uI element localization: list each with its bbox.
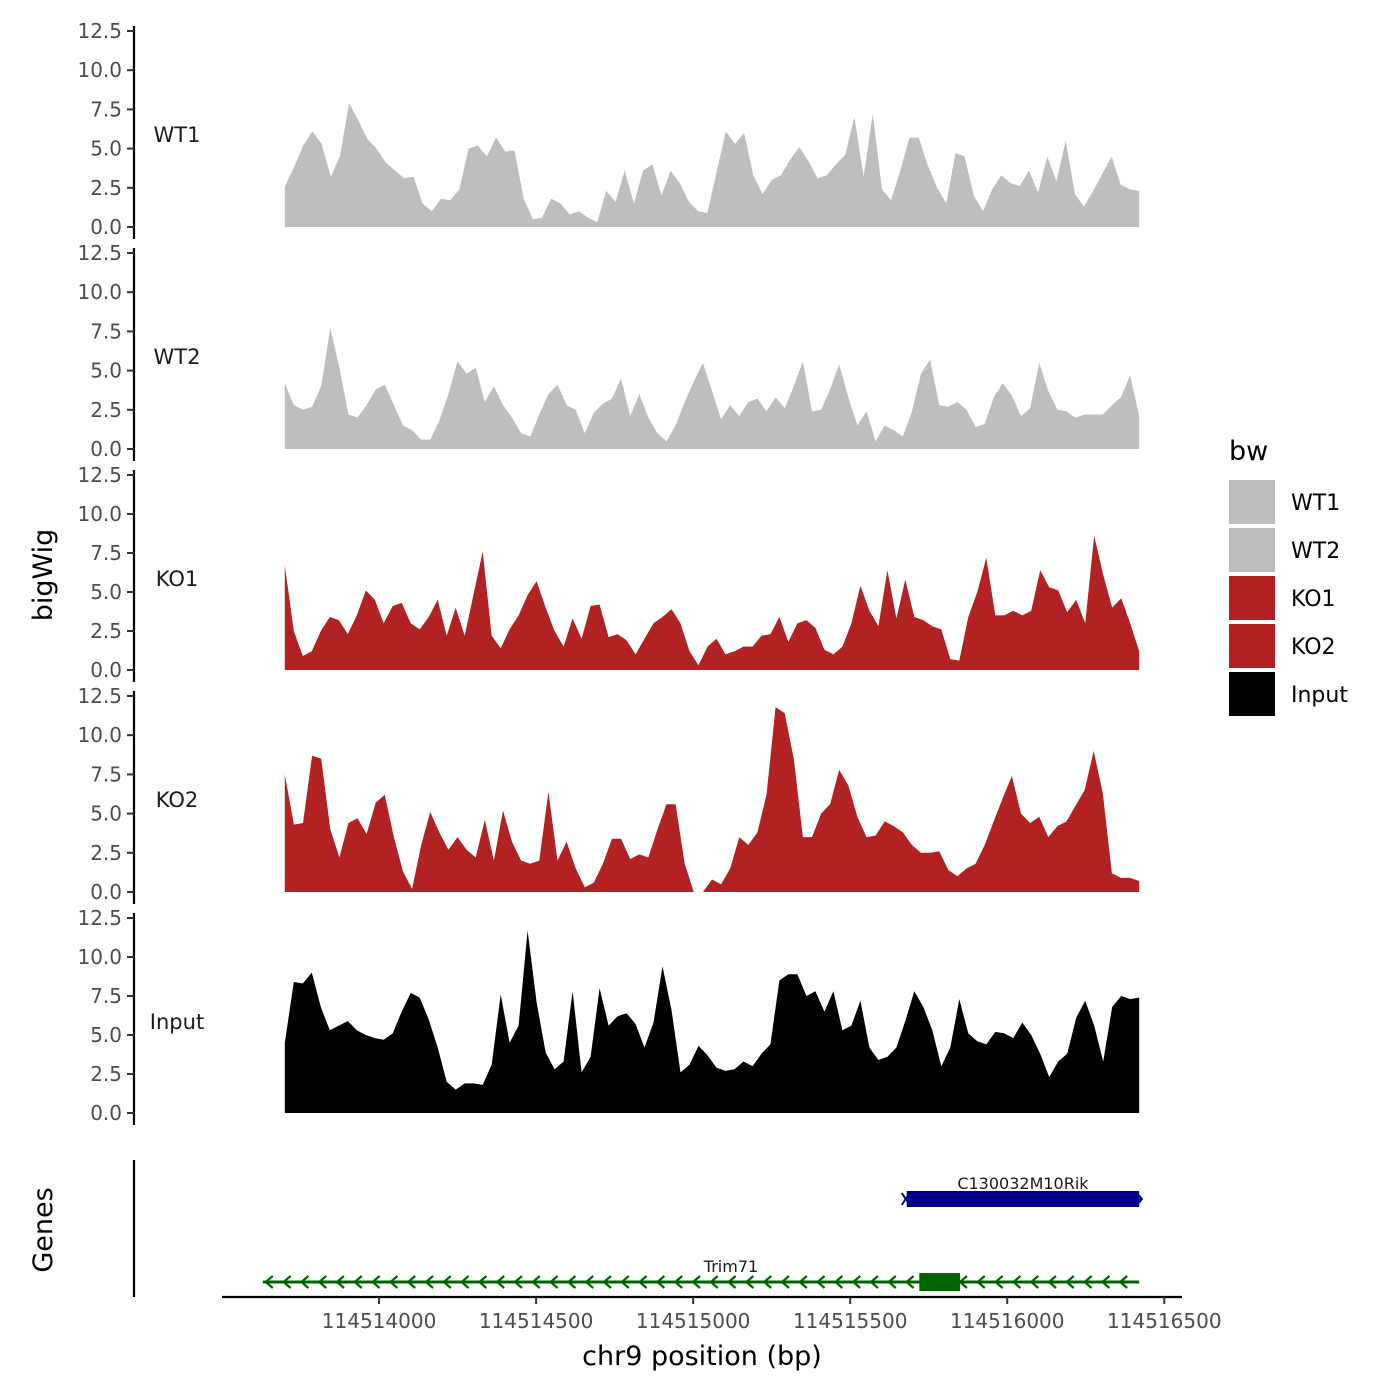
gene-annotation-panel: Genes C130032M10Rik Trim71 xyxy=(28,1160,1144,1297)
legend-key-ko1 xyxy=(1229,576,1275,620)
legend-label-ko1: KO1 xyxy=(1291,587,1336,612)
track-panel-ko1: 0.0 2.5 5.0 7.5 10.0 12.5 KO1 xyxy=(77,463,1140,682)
coverage-area-wt1 xyxy=(284,103,1140,227)
x-tick-label: 114515000 xyxy=(636,1309,751,1333)
track-label-input: Input xyxy=(150,1010,204,1034)
y-tick-label: 10.0 xyxy=(77,723,122,747)
y-tick-label: 5.0 xyxy=(90,1023,122,1047)
coverage-area-ko1 xyxy=(284,535,1140,670)
legend-label-input: Input xyxy=(1291,683,1348,708)
y-tick-label: 12.5 xyxy=(77,241,122,265)
y-tick-label: 7.5 xyxy=(90,541,122,565)
y-tick-label: 10.0 xyxy=(77,945,122,969)
legend-key-wt2 xyxy=(1229,528,1275,572)
legend: bw WT1 WT2 KO1 KO2 Input xyxy=(1229,436,1348,716)
x-tick-label: 114516000 xyxy=(950,1309,1065,1333)
y-tick-label: 2.5 xyxy=(90,1062,122,1086)
y-tick-label: 0.0 xyxy=(90,1101,122,1125)
y-tick-label: 0.0 xyxy=(90,437,122,461)
track-panel-wt2: 0.0 2.5 5.0 7.5 10.0 12.5 WT2 xyxy=(77,241,1140,461)
legend-label-ko2: KO2 xyxy=(1291,635,1336,660)
y-tick-label: 2.5 xyxy=(90,619,122,643)
y-tick-label: 12.5 xyxy=(77,463,122,487)
y-tick-label: 12.5 xyxy=(77,684,122,708)
x-tick-label: 114515500 xyxy=(793,1309,908,1333)
legend-title: bw xyxy=(1229,436,1268,467)
y-axis-title: bigWig xyxy=(28,529,59,622)
gene-c130032m10rik: C130032M10Rik xyxy=(900,1174,1144,1207)
coverage-area-ko2 xyxy=(284,707,1140,892)
y-tick-label: 2.5 xyxy=(90,176,122,200)
x-tick-label: 114514500 xyxy=(479,1309,594,1333)
track-label-ko2: KO2 xyxy=(156,788,199,812)
bigwig-track-panels: 0.0 2.5 5.0 7.5 10.0 12.5 WT1 0.0 2.5 5.0 7.5 10.0 1… xyxy=(77,19,1140,1125)
track-panel-input: 0.0 2.5 5.0 7.5 10.0 12.5 Input xyxy=(77,906,1140,1125)
x-tick-label: 114516500 xyxy=(1107,1309,1222,1333)
coverage-area-input xyxy=(284,930,1140,1113)
x-tick-label: 114514000 xyxy=(322,1309,437,1333)
y-tick-label: 10.0 xyxy=(77,502,122,526)
strand-marker xyxy=(900,1192,911,1206)
y-tick-label: 10.0 xyxy=(77,280,122,304)
legend-label-wt1: WT1 xyxy=(1291,491,1340,516)
y-tick-label: 7.5 xyxy=(90,319,122,343)
track-panel-wt1: 0.0 2.5 5.0 7.5 10.0 12.5 WT1 xyxy=(77,19,1140,239)
y-tick-label: 5.0 xyxy=(90,580,122,604)
y-axis-title-group: bigWig xyxy=(28,529,59,622)
track-label-ko1: KO1 xyxy=(156,567,199,591)
legend-key-ko2 xyxy=(1229,624,1275,668)
gene-exon xyxy=(919,1273,961,1291)
track-label-wt1: WT1 xyxy=(154,123,201,147)
gene-trim71: Trim71 xyxy=(262,1257,1140,1291)
y-tick-label: 10.0 xyxy=(77,58,122,82)
y-tick-label: 12.5 xyxy=(77,19,122,43)
x-axis-title: chr9 position (bp) xyxy=(582,1341,822,1372)
y-tick-label: 0.0 xyxy=(90,880,122,904)
strand-marker xyxy=(1139,1194,1144,1204)
legend-key-wt1 xyxy=(1229,480,1275,524)
y-tick-label: 12.5 xyxy=(77,906,122,930)
coverage-area-wt2 xyxy=(284,328,1140,449)
track-label-wt2: WT2 xyxy=(154,345,201,369)
gene-label: Trim71 xyxy=(703,1257,758,1276)
y-tick-label: 7.5 xyxy=(90,762,122,786)
y-tick-label: 5.0 xyxy=(90,802,122,826)
legend-key-input xyxy=(1229,672,1275,716)
y-tick-label: 5.0 xyxy=(90,137,122,161)
y-tick-label: 2.5 xyxy=(90,841,122,865)
track-panel-ko2: 0.0 2.5 5.0 7.5 10.0 12.5 KO2 xyxy=(77,684,1140,904)
gene-body xyxy=(906,1191,1140,1207)
y-tick-label: 7.5 xyxy=(90,97,122,121)
y-tick-label: 0.0 xyxy=(90,658,122,682)
gene-label: C130032M10Rik xyxy=(957,1174,1089,1193)
y-tick-label: 2.5 xyxy=(90,398,122,422)
y-tick-label: 5.0 xyxy=(90,359,122,383)
legend-label-wt2: WT2 xyxy=(1291,539,1340,564)
genes-panel-title: Genes xyxy=(28,1187,59,1272)
x-axis: chr9 position (bp) 114514000 114514500 114… xyxy=(222,1295,1222,1372)
y-tick-label: 7.5 xyxy=(90,984,122,1008)
y-tick-label: 0.0 xyxy=(90,215,122,239)
